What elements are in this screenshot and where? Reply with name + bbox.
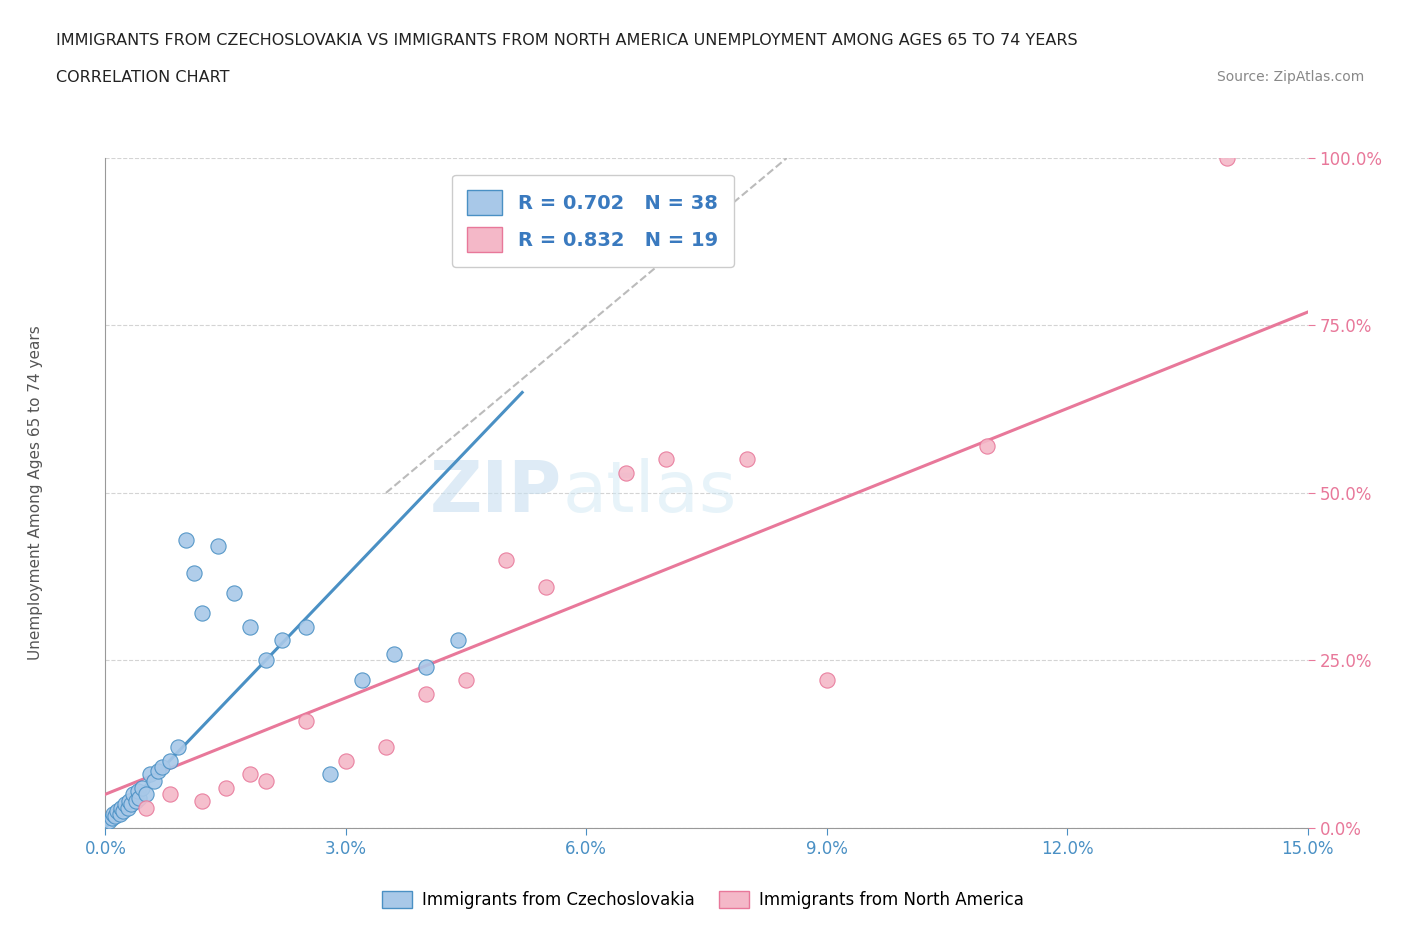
- Point: [976, 439, 998, 454]
- Point: [319, 766, 342, 781]
- Point: [166, 740, 188, 755]
- Point: [159, 753, 181, 768]
- Legend: R = 0.702   N = 38, R = 0.832   N = 19: R = 0.702 N = 38, R = 0.832 N = 19: [451, 175, 734, 267]
- Point: [295, 619, 318, 634]
- Point: [108, 807, 131, 822]
- Point: [118, 793, 141, 808]
- Point: [655, 452, 678, 467]
- Point: [183, 565, 205, 580]
- Point: [735, 452, 758, 467]
- Point: [159, 787, 181, 802]
- Point: [131, 780, 153, 795]
- Point: [295, 713, 318, 728]
- Point: [447, 632, 470, 647]
- Point: [222, 586, 245, 601]
- Point: [142, 774, 165, 789]
- Point: [146, 764, 169, 778]
- Point: [254, 774, 277, 789]
- Point: [456, 673, 478, 688]
- Point: [239, 619, 262, 634]
- Point: [174, 532, 197, 547]
- Text: ZIP: ZIP: [430, 458, 562, 527]
- Point: [135, 787, 157, 802]
- Point: [335, 753, 357, 768]
- Point: [107, 804, 129, 818]
- Point: [127, 783, 149, 798]
- Point: [254, 653, 277, 668]
- Point: [415, 686, 437, 701]
- Point: [415, 659, 437, 674]
- Point: [374, 740, 396, 755]
- Legend: Immigrants from Czechoslovakia, Immigrants from North America: Immigrants from Czechoslovakia, Immigran…: [374, 883, 1032, 917]
- Point: [207, 539, 229, 554]
- Point: [138, 766, 160, 781]
- Point: [534, 579, 557, 594]
- Point: [112, 804, 135, 818]
- Point: [114, 797, 136, 812]
- Point: [128, 790, 150, 805]
- Point: [190, 793, 212, 808]
- Point: [120, 797, 142, 812]
- Point: [616, 465, 638, 480]
- Point: [270, 632, 292, 647]
- Point: [1216, 151, 1239, 166]
- Point: [815, 673, 838, 688]
- Point: [135, 800, 157, 815]
- Point: [122, 787, 145, 802]
- Text: atlas: atlas: [562, 458, 737, 527]
- Point: [190, 606, 212, 621]
- Point: [150, 760, 173, 775]
- Point: [117, 800, 139, 815]
- Point: [382, 646, 405, 661]
- Text: CORRELATION CHART: CORRELATION CHART: [56, 70, 229, 85]
- Text: IMMIGRANTS FROM CZECHOSLOVAKIA VS IMMIGRANTS FROM NORTH AMERICA UNEMPLOYMENT AMO: IMMIGRANTS FROM CZECHOSLOVAKIA VS IMMIGR…: [56, 33, 1078, 47]
- Point: [495, 552, 517, 567]
- Y-axis label: Unemployment Among Ages 65 to 74 years: Unemployment Among Ages 65 to 74 years: [28, 326, 44, 660]
- Point: [101, 810, 124, 825]
- Point: [110, 800, 132, 815]
- Point: [125, 793, 148, 808]
- Point: [214, 780, 236, 795]
- Text: Source: ZipAtlas.com: Source: ZipAtlas.com: [1216, 70, 1364, 84]
- Point: [98, 814, 121, 829]
- Point: [103, 807, 125, 822]
- Point: [104, 808, 127, 823]
- Point: [350, 673, 373, 688]
- Point: [239, 766, 262, 781]
